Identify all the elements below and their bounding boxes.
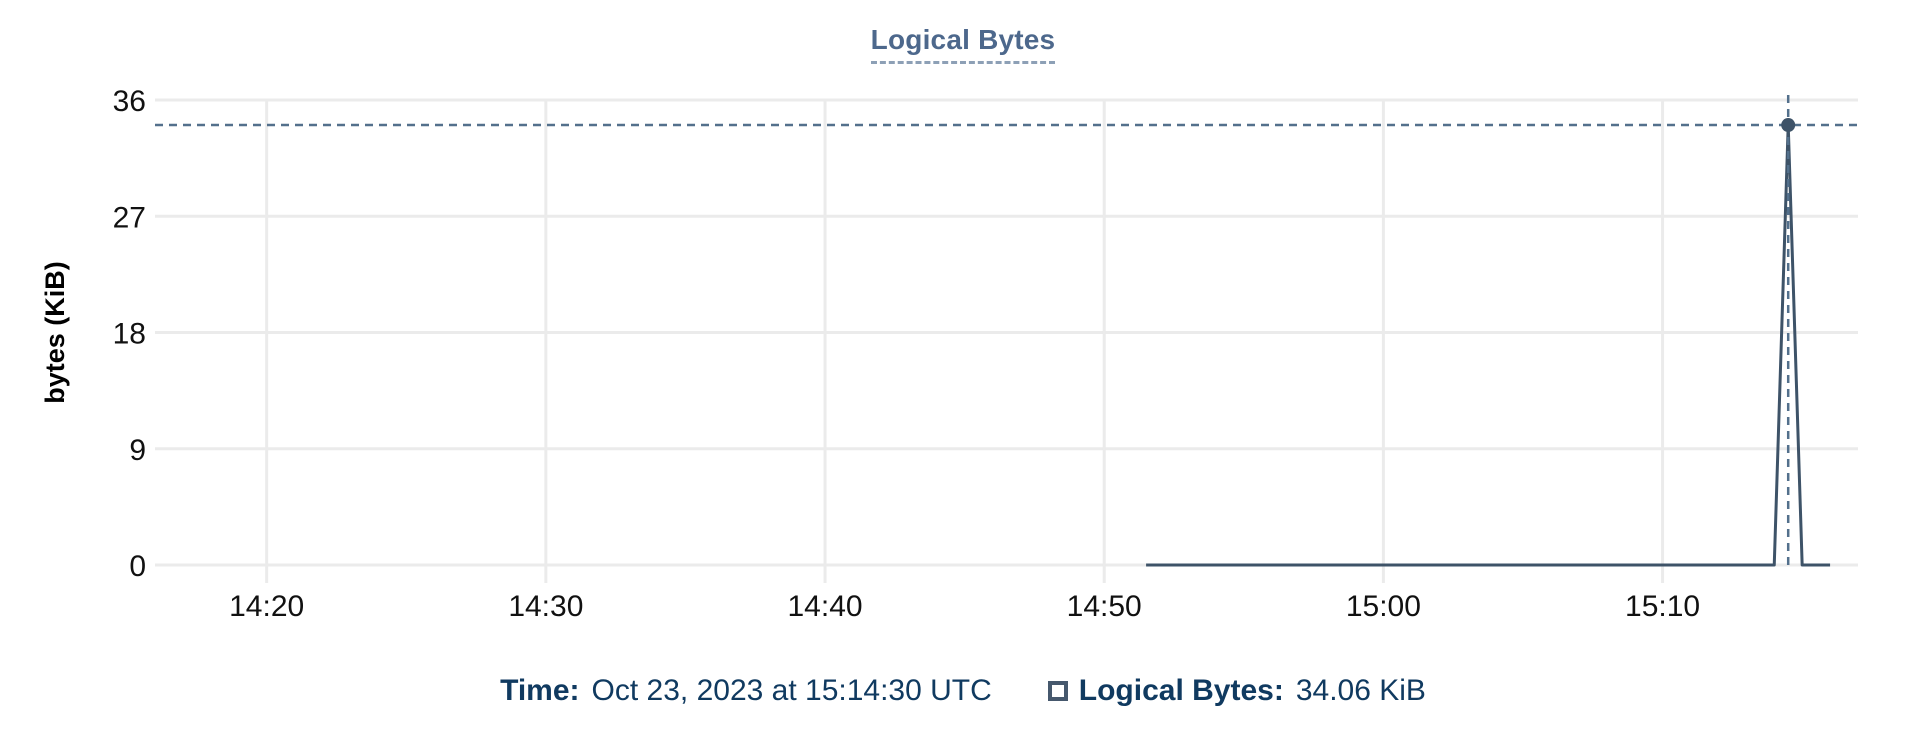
legend-item-logical-bytes[interactable]: Logical Bytes: 34.06 KiB	[1047, 674, 1426, 708]
series-label: Logical Bytes:	[1078, 674, 1284, 707]
y-tick-label: 9	[129, 434, 146, 467]
x-tick-label: 15:00	[1346, 590, 1421, 623]
x-tick-label: 14:40	[787, 590, 862, 623]
chart-plot-area[interactable]: 0 9 18 27 36 14:20 14:30 14:40 14:50 15:00 15:10 by…	[0, 0, 1926, 636]
x-tick-label: 14:20	[229, 590, 304, 623]
chart-title[interactable]: Logical Bytes	[870, 24, 1056, 64]
x-tick-label: 14:50	[1067, 590, 1142, 623]
tooltip-time-value: Oct 23, 2023 at 15:14:30 UTC	[591, 674, 992, 707]
y-axis-title: bytes (KiB)	[40, 261, 70, 404]
series-line-logical-bytes	[1146, 123, 1831, 567]
y-tick-label: 0	[129, 550, 146, 583]
tooltip-time-label: Time:	[500, 674, 580, 707]
y-tick-label: 36	[113, 85, 146, 118]
selected-point-marker[interactable]	[1781, 118, 1796, 133]
chart-tooltip-legend: Time: Oct 23, 2023 at 15:14:30 UTC Logic…	[0, 674, 1926, 708]
chart-title-row: Logical Bytes	[0, 24, 1926, 64]
x-tick-label: 15:10	[1625, 590, 1700, 623]
y-tick-label: 27	[113, 201, 146, 234]
y-tick-label: 18	[113, 318, 146, 351]
series-swatch-icon	[1047, 681, 1068, 701]
series-value: 34.06 KiB	[1295, 674, 1426, 707]
x-tick-label: 14:30	[508, 590, 583, 623]
tooltip-time: Time: Oct 23, 2023 at 15:14:30 UTC	[500, 674, 992, 708]
